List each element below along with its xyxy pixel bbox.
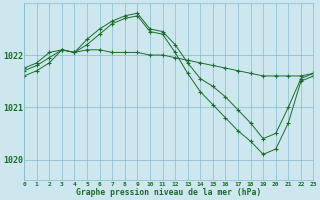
X-axis label: Graphe pression niveau de la mer (hPa): Graphe pression niveau de la mer (hPa) <box>76 188 261 197</box>
